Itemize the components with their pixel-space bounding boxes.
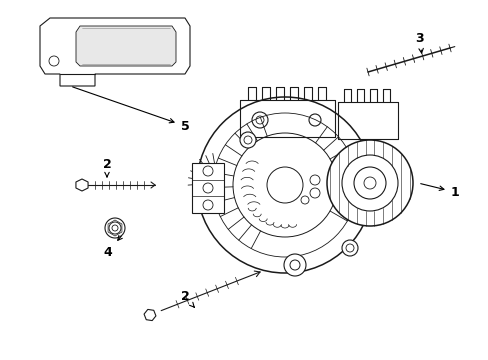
Circle shape xyxy=(284,254,305,276)
Text: 4: 4 xyxy=(103,235,122,258)
Circle shape xyxy=(266,167,303,203)
Text: 1: 1 xyxy=(420,184,458,198)
Polygon shape xyxy=(192,163,224,213)
Text: 2: 2 xyxy=(102,158,111,177)
Polygon shape xyxy=(76,26,176,66)
Circle shape xyxy=(197,97,372,273)
Text: 3: 3 xyxy=(415,32,424,53)
Text: 2: 2 xyxy=(180,291,194,307)
Circle shape xyxy=(240,132,256,148)
Text: 5: 5 xyxy=(73,87,189,132)
Polygon shape xyxy=(144,309,156,321)
Circle shape xyxy=(326,140,412,226)
Polygon shape xyxy=(40,18,190,86)
Circle shape xyxy=(109,222,121,234)
Circle shape xyxy=(105,218,125,238)
Circle shape xyxy=(341,240,357,256)
Polygon shape xyxy=(76,179,88,191)
